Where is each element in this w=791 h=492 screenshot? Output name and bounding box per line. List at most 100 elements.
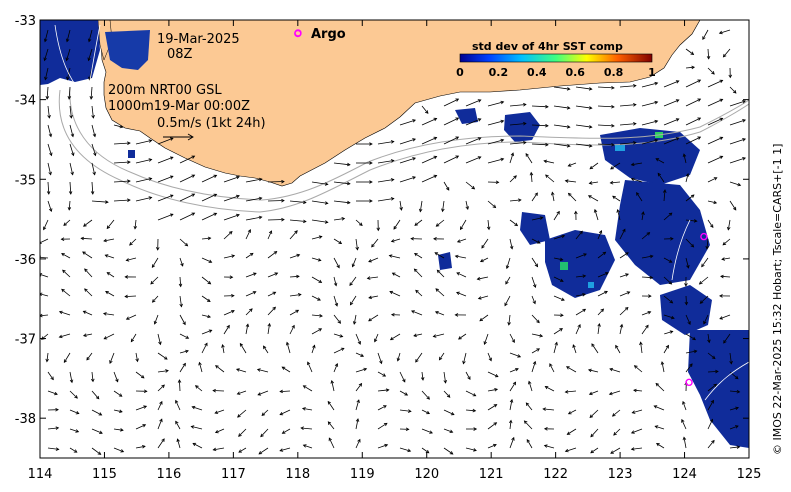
current-arrow <box>443 117 459 126</box>
current-arrow <box>91 124 96 137</box>
current-arrow-head <box>84 268 88 273</box>
current-arrow-head <box>148 196 153 200</box>
current-arrow <box>179 333 189 339</box>
current-arrow <box>619 104 636 107</box>
current-arrow-head <box>493 443 497 448</box>
current-arrow-head <box>158 341 162 346</box>
current-arrow-head <box>67 207 72 211</box>
current-arrow-head <box>355 246 359 251</box>
current-arrow <box>245 252 254 259</box>
current-arrow <box>261 409 269 416</box>
current-arrow <box>40 293 49 297</box>
current-arrow <box>729 86 737 94</box>
current-arrow-head <box>319 313 323 318</box>
current-arrow-head <box>636 191 640 196</box>
current-arrow <box>282 428 291 434</box>
current-arrow <box>389 291 401 297</box>
current-arrow-head <box>512 381 517 386</box>
current-arrow <box>531 361 536 373</box>
current-arrow <box>487 158 504 164</box>
current-arrow-head <box>184 242 189 247</box>
current-arrow-head <box>268 230 273 235</box>
current-arrow-head <box>61 253 65 257</box>
current-arrow-head <box>86 356 90 361</box>
current-arrow-head <box>334 363 339 367</box>
current-arrow-head <box>106 225 111 230</box>
current-arrow <box>636 192 643 202</box>
current-arrow <box>610 181 621 184</box>
current-arrow-head <box>302 444 307 448</box>
x-tick-label: 123 <box>608 467 633 482</box>
current-arrow <box>84 288 93 297</box>
current-arrow-head <box>654 81 659 86</box>
current-arrow-head <box>177 379 182 383</box>
current-arrow-head <box>194 385 199 389</box>
current-arrow <box>421 409 430 414</box>
current-arrow-head <box>611 142 615 147</box>
current-arrow-head <box>525 402 530 406</box>
current-arrow <box>179 363 186 373</box>
current-arrow <box>157 213 174 221</box>
current-arrow <box>597 86 615 89</box>
current-arrow <box>201 237 211 240</box>
current-arrow-head <box>260 433 264 438</box>
current-arrow <box>392 272 401 278</box>
current-arrow-head <box>273 250 278 255</box>
current-arrow-head <box>238 449 243 453</box>
current-arrow-head <box>55 447 60 451</box>
current-arrow-head <box>191 174 196 178</box>
current-arrow-head <box>719 136 724 141</box>
current-arrow <box>465 447 477 451</box>
current-arrow <box>393 219 401 230</box>
current-arrow-head <box>159 400 163 405</box>
current-arrow <box>214 409 225 414</box>
current-arrow <box>135 352 138 362</box>
current-arrow-head <box>706 55 711 60</box>
current-arrow-head <box>633 365 638 369</box>
current-arrow <box>59 311 71 316</box>
current-arrow <box>223 176 240 183</box>
current-arrow <box>355 368 367 373</box>
current-arrow-head <box>494 388 499 392</box>
current-arrow-head <box>221 343 225 348</box>
current-arrow <box>113 124 123 128</box>
current-arrow <box>723 333 731 344</box>
current-arrow <box>663 99 679 107</box>
current-arrow-head <box>693 349 698 354</box>
current-arrow-head <box>528 380 532 385</box>
current-arrow <box>355 399 360 411</box>
argo-float-marker <box>685 378 693 387</box>
x-axis: 114 115 116 117 118 119 120 121 122 123 124 125 <box>28 20 761 482</box>
current-arrow <box>66 29 71 42</box>
current-arrow <box>371 238 379 248</box>
current-arrow-head <box>450 411 455 416</box>
current-arrow-head <box>143 405 148 409</box>
current-arrow <box>179 314 186 325</box>
current-arrow <box>245 308 253 316</box>
current-arrow <box>421 371 424 381</box>
current-arrow <box>47 105 50 118</box>
current-arrow-head <box>390 239 395 243</box>
current-arrow-head <box>212 447 217 452</box>
current-arrow-head <box>231 254 236 258</box>
current-arrow-head <box>285 341 290 346</box>
current-arrow <box>553 124 570 128</box>
current-arrow <box>487 404 497 411</box>
current-arrow-head <box>582 274 587 278</box>
current-arrow-head <box>613 431 617 436</box>
current-arrow <box>47 427 59 430</box>
current-arrow <box>612 409 621 417</box>
current-arrow <box>104 333 115 340</box>
current-arrow <box>685 257 689 268</box>
current-arrow-head <box>371 243 375 248</box>
current-arrow-head <box>389 290 394 295</box>
current-arrow-head <box>104 254 109 258</box>
current-arrow <box>509 333 515 343</box>
current-arrow <box>213 447 225 451</box>
current-arrow <box>129 238 137 246</box>
current-arrow <box>281 366 291 373</box>
current-arrow-head <box>208 259 213 263</box>
current-arrow-head <box>523 121 527 126</box>
current-arrow <box>663 212 673 221</box>
current-arrow-head <box>281 366 286 370</box>
